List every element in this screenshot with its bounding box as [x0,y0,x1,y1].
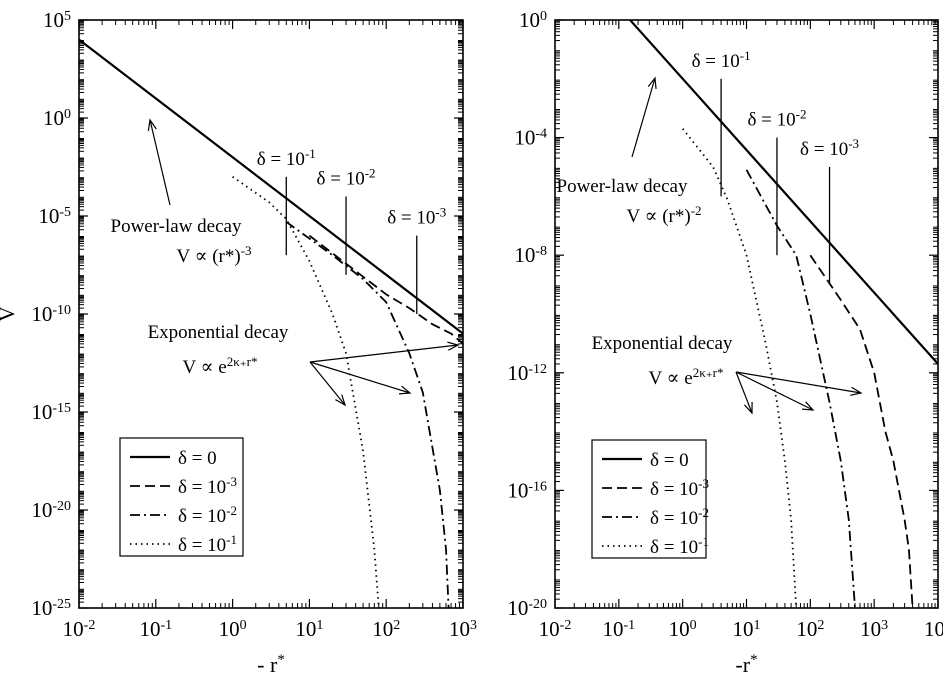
delta-marker-label: δ = 10-1 [257,145,316,170]
series-group [629,20,938,608]
y-tick-label: 10-20 [507,596,547,620]
exponential-title: Exponential decay [148,322,289,343]
y-tick-label: 10-25 [31,596,71,620]
series-line-dotted [232,176,380,608]
series-group [79,38,463,608]
legend-label: δ = 0 [178,448,217,469]
delta-marker-label: δ = 10-2 [747,106,806,131]
y-tick-label: 10-5 [38,204,71,228]
legend-label: δ = 10-2 [178,503,237,528]
exponential-title: Exponential decay [592,333,733,354]
chart-panel-1: 10-2 10-1 100 101 102 103 10-25 10-20 10-15 10-10… [0,8,477,677]
power-law-formula: V ∝ (r*)-2 [626,203,701,228]
exponential-arrow [309,361,411,394]
exponential-arrow-head [447,341,460,351]
series-line-dashed [308,234,463,345]
x-axis-label: -r* [735,652,757,677]
exponential-arrow-head [398,385,412,395]
x-tick-label: 101 [733,617,761,641]
legend-label: δ = 10-3 [650,476,709,501]
exponential-arrow-head [801,401,815,411]
legend-label: δ = 10-1 [650,534,709,559]
y-tick-label: 100 [519,8,547,32]
chart-panel-2: 10-2 10-1 100 101 102 103 104 10-20 10-16 10-12 10… [507,8,943,677]
power-law-arrow [149,119,171,206]
x-tick-label: 103 [449,617,477,641]
power-law-arrow [631,77,656,158]
x-tick-label: 10-1 [602,617,635,641]
exponential-arrow [735,371,753,414]
y-axis-label: V [0,306,19,322]
exponential-arrow-head [850,386,863,396]
y-tick-label: 10-10 [31,302,71,326]
delta-marker-label: δ = 10-2 [317,165,376,190]
delta-marker-label: δ = 10-3 [387,204,446,229]
exponential-arrow [309,344,459,363]
x-tick-label: 101 [295,617,323,641]
exponential-arrow [735,371,862,394]
series-line-dotted [681,128,798,608]
x-axis-label: - r* [257,652,285,677]
y-tick-label: 10-12 [507,361,547,385]
delta-marker-label: δ = 10-1 [692,47,751,72]
x-tick-label: 102 [372,617,400,641]
x-tick-label: 103 [860,617,888,641]
legend-label: δ = 10-2 [650,505,709,530]
series-line-dashed [809,254,914,608]
x-tick-label: 100 [669,617,697,641]
exponential-arrow-head [335,394,347,407]
y-tick-label: 100 [43,106,71,130]
series-line-solid [629,20,938,365]
exponential-arrow-head [744,401,753,415]
series-line-dashdot [285,221,450,608]
series-line-solid [79,38,463,335]
legend-label: δ = 10-3 [178,474,237,499]
x-tick-label: 10-2 [63,617,96,641]
y-tick-label: 10-8 [514,243,547,267]
x-tick-label: 10-2 [539,617,572,641]
y-tick-label: 10-20 [31,498,71,522]
exponential-arrow [735,371,814,411]
exponential-formula: V ∝ e2κ₊r* [649,365,724,390]
power-law-formula: V ∝ (r*)-3 [176,243,251,268]
x-tick-label: 104 [924,617,943,641]
y-tick-label: 10-16 [507,478,547,502]
power-law-title: Power-law decay [111,216,242,237]
y-tick-label: 105 [43,8,71,32]
y-tick-label: 10-15 [31,400,71,424]
x-tick-label: 10-1 [139,617,172,641]
legend-label: δ = 0 [650,450,689,471]
exponential-formula: V ∝ e2κ₊r* [183,354,258,379]
series-line-dashdot [745,169,856,608]
legend-label: δ = 10-1 [178,532,237,557]
power-law-arrow-head [647,76,657,90]
x-tick-label: 100 [219,617,247,641]
exponential-arrow [309,361,346,406]
x-tick-label: 102 [796,617,824,641]
power-law-title: Power-law decay [557,176,688,197]
delta-marker-label: δ = 10-3 [800,136,859,161]
power-law-arrow-head [147,118,157,131]
y-tick-label: 10-4 [514,126,547,150]
